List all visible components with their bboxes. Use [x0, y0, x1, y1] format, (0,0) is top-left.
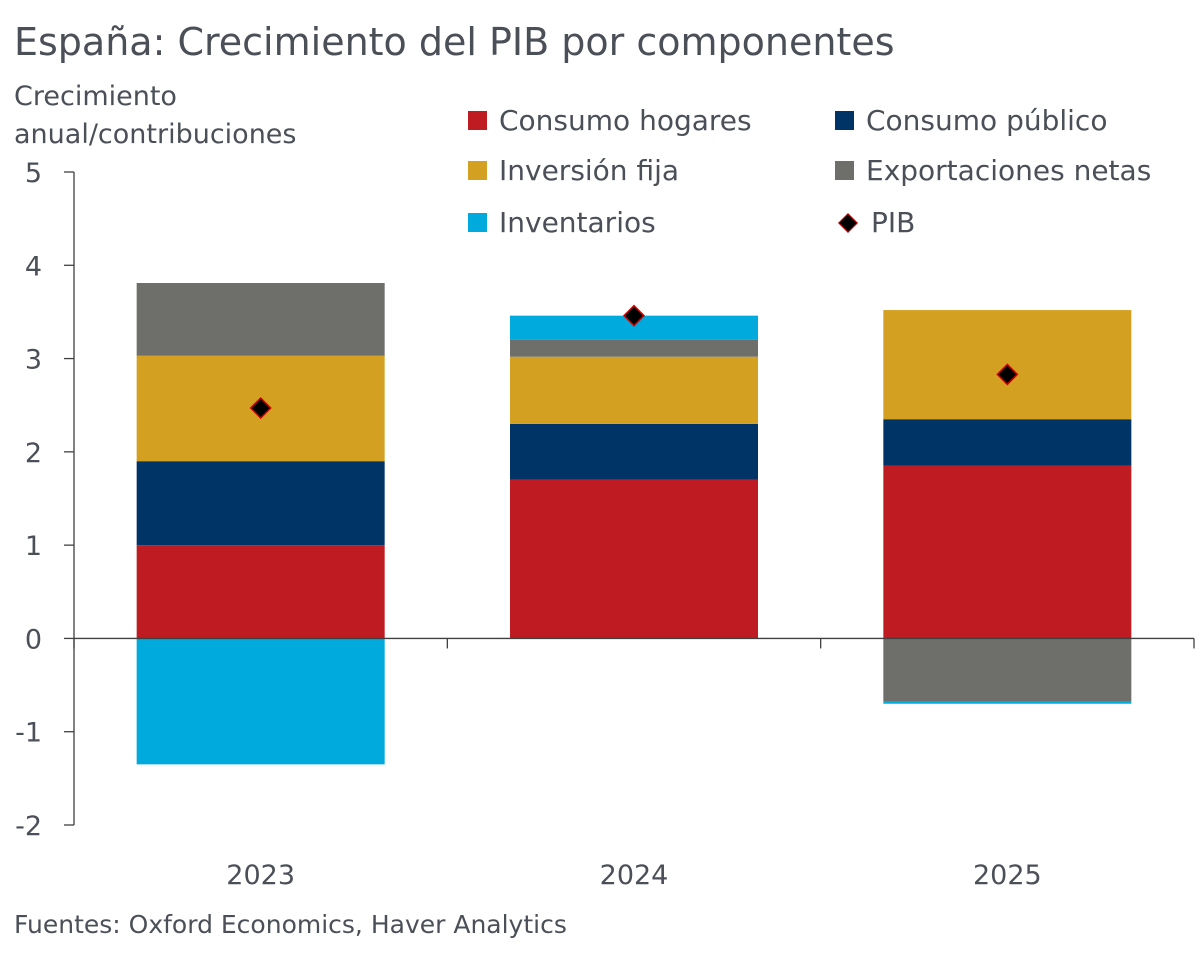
legend-item-consumo-publico: Consumo público: [835, 104, 1107, 137]
bar-inventarios-2025: [883, 701, 1132, 704]
bar-consumo-hogares-2025: [883, 465, 1132, 639]
y-tick-label--2: -2: [15, 811, 42, 842]
bar-consumo-p-blico-2025: [883, 419, 1132, 466]
bar-consumo-p-blico-2024: [510, 423, 758, 480]
legend-swatch-inventarios: [468, 213, 487, 232]
pib-marker-2024: [622, 304, 646, 327]
y-tick-label-4: 4: [25, 251, 42, 282]
legend-label-pib: PIB: [871, 206, 916, 239]
legend-label-exportaciones-netas: Exportaciones netas: [866, 154, 1152, 187]
bar-exportaciones-netas-2024: [510, 339, 758, 357]
y-tick-label--1: -1: [15, 718, 42, 749]
source-note: Fuentes: Oxford Economics, Haver Analyti…: [14, 910, 567, 939]
legend-item-consumo-hogares: Consumo hogares: [468, 104, 752, 137]
pib-marker-2023: [249, 396, 272, 420]
legend-item-inventarios: Inventarios: [468, 206, 656, 239]
legend-label-consumo-publico: Consumo público: [866, 104, 1108, 137]
y-tick-label-0: 0: [25, 624, 42, 655]
x-tick-label-2024: 2024: [600, 860, 669, 891]
y-tick-label-2: 2: [25, 438, 42, 469]
y-tick-label-3: 3: [25, 345, 42, 376]
bar-exportaciones-netas-2023: [136, 283, 385, 356]
bar-inventarios-2023: [136, 638, 385, 765]
bar-consumo-hogares-2024: [510, 479, 758, 639]
y-axis-label: Crecimiento anual/contribuciones: [14, 81, 297, 150]
bar-consumo-p-blico-2023: [136, 461, 385, 546]
bar-inversi-n-fija-2024: [510, 356, 758, 424]
pib-marker-2025: [996, 363, 1019, 386]
legend-swatch-consumo-publico: [835, 111, 854, 130]
x-tick-label-2025: 2025: [973, 860, 1042, 891]
x-tick-label-2023: 2023: [226, 860, 295, 891]
legend-swatch-consumo-hogares: [468, 111, 487, 130]
legend-swatch-inversion-fija: [468, 161, 487, 180]
legend-item-exportaciones-netas: Exportaciones netas: [835, 154, 1151, 187]
bar-consumo-hogares-2023: [136, 545, 385, 639]
legend-item-pib: PIB: [835, 206, 915, 239]
y-tick-label-5: 5: [25, 158, 42, 189]
legend-label-consumo-hogares: Consumo hogares: [499, 104, 752, 137]
bar-exportaciones-netas-2025: [883, 638, 1132, 702]
legend-swatch-exportaciones-netas: [835, 161, 854, 180]
legend-label-inventarios: Inventarios: [499, 206, 656, 239]
legend-label-inversion-fija: Inversión fija: [499, 154, 680, 187]
y-tick-label-1: 1: [25, 531, 42, 562]
chart-title: España: Crecimiento del PIB por componen…: [14, 20, 895, 64]
legend-item-inversion-fija: Inversión fija: [468, 154, 679, 187]
